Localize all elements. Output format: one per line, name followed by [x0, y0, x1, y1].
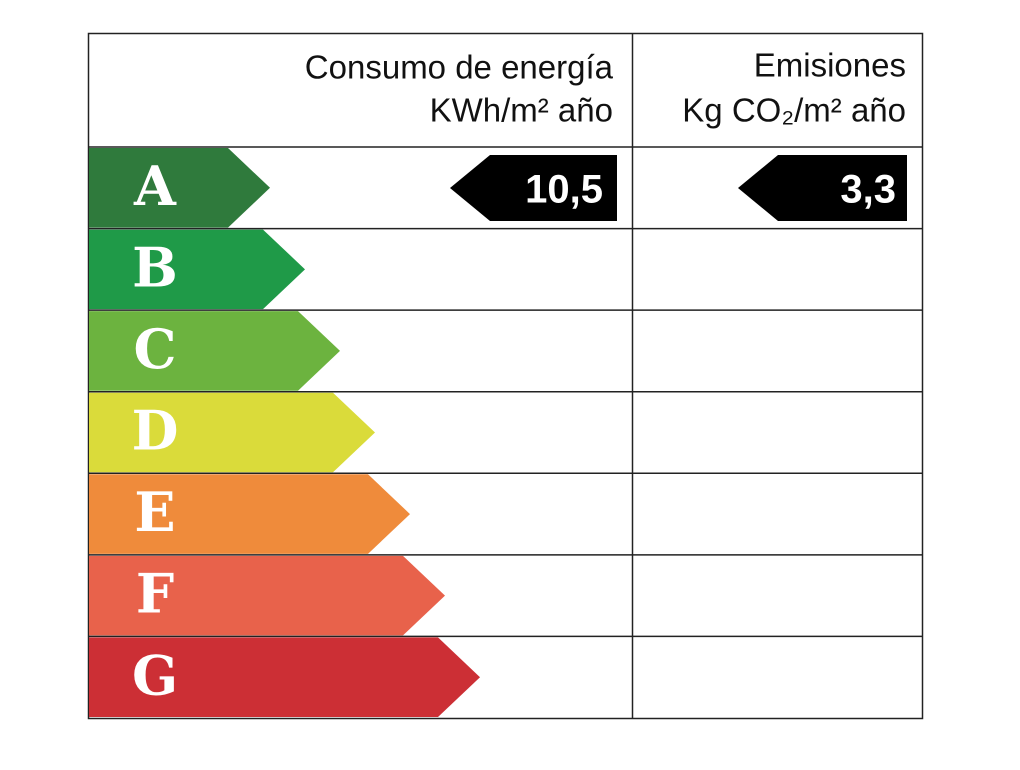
emissions-unit: Kg CO₂/m² año [682, 92, 906, 129]
rating-letter: G [132, 643, 178, 707]
energy-unit: KWh/m² año [430, 92, 613, 129]
energy-title: Consumo de energía [305, 49, 614, 86]
rating-arrow [89, 229, 305, 310]
emissions-value: 3,3 [840, 168, 896, 212]
rating-arrow [89, 148, 270, 228]
energy-value: 10,5 [525, 168, 603, 212]
rating-letter: A [133, 154, 177, 218]
rating-letter: E [134, 480, 175, 544]
rating-arrow [89, 555, 445, 636]
rating-letter: C [134, 317, 177, 381]
rating-letter: F [136, 562, 174, 626]
rating-arrow [89, 311, 340, 391]
rating-arrow [89, 637, 480, 717]
rating-letter: D [132, 399, 179, 463]
energy-indicator [450, 155, 617, 221]
rating-arrow [89, 474, 410, 554]
rating-letter: B [132, 235, 178, 299]
emissions-title: Emisiones [754, 47, 906, 84]
rating-arrow [89, 392, 375, 473]
emissions-indicator [738, 155, 907, 221]
